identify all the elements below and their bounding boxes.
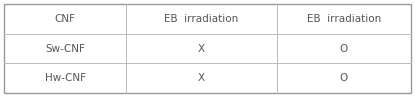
Text: Hw-CNF: Hw-CNF <box>44 73 85 83</box>
Text: CNF: CNF <box>54 14 76 24</box>
Text: EB  irradiation: EB irradiation <box>164 14 239 24</box>
Text: O: O <box>340 73 348 83</box>
Text: O: O <box>340 43 348 54</box>
Text: Sw-CNF: Sw-CNF <box>45 43 85 54</box>
Text: X: X <box>198 73 205 83</box>
Text: EB  irradiation: EB irradiation <box>307 14 381 24</box>
Text: X: X <box>198 43 205 54</box>
